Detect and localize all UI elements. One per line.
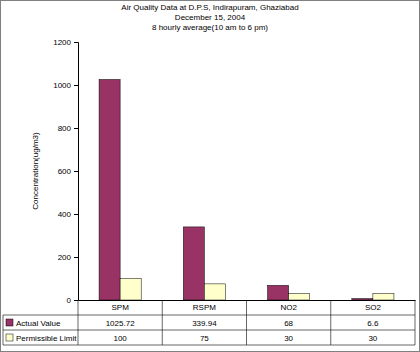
y-axis: 0 200 400 600 800 1000 1200 bbox=[53, 38, 78, 305]
y-tick-mark bbox=[74, 214, 78, 215]
table-border bbox=[162, 300, 163, 345]
y-tick: 600 bbox=[58, 167, 78, 176]
x-tick: SO2 bbox=[365, 303, 382, 312]
table-border bbox=[3, 315, 415, 316]
legend-key bbox=[6, 334, 13, 341]
table-value: 30 bbox=[368, 334, 377, 343]
table-border bbox=[3, 330, 415, 331]
y-tick-mark bbox=[74, 128, 78, 129]
x-tick: NO2 bbox=[280, 303, 297, 312]
y-tick-label: 800 bbox=[58, 124, 72, 133]
y-tick: 200 bbox=[58, 253, 78, 262]
x-tick: RSPM bbox=[193, 303, 216, 312]
x-tick-label: SO2 bbox=[365, 303, 382, 312]
y-tick-mark bbox=[74, 171, 78, 172]
subtitle: December 15, 2004 bbox=[175, 13, 246, 22]
table-value: 30 bbox=[284, 334, 293, 343]
table-border bbox=[78, 300, 79, 345]
x-tick-label: RSPM bbox=[193, 303, 216, 312]
chart-frame bbox=[1, 1, 420, 352]
table-value: 1025.72 bbox=[106, 319, 135, 328]
bar bbox=[352, 299, 373, 300]
table-border bbox=[330, 300, 331, 345]
legend-label: Permissible Limit bbox=[16, 334, 77, 343]
legend-entry: Actual Value bbox=[6, 319, 61, 328]
subtitle: 8 hourly average(10 am to 6 pm) bbox=[152, 23, 268, 32]
table-border bbox=[415, 300, 416, 345]
y-axis-line bbox=[74, 43, 79, 301]
legend-label: Actual Value bbox=[16, 319, 61, 328]
y-axis-title: Concentration(ug/m3) bbox=[31, 132, 40, 210]
table-value: 6.6 bbox=[367, 319, 379, 328]
x-tick-label: NO2 bbox=[280, 303, 297, 312]
bar bbox=[99, 79, 120, 300]
table-border bbox=[3, 345, 415, 346]
y-tick-label: 1200 bbox=[53, 38, 71, 47]
bar bbox=[120, 279, 141, 301]
x-axis: SPM RSPM NO2 SO2 bbox=[79, 301, 416, 312]
data-table: Actual Value 1025.72 339.94 68 6.6 Permissibl… bbox=[3, 300, 415, 345]
y-tick-mark bbox=[74, 42, 78, 43]
legend-entry: Permissible Limit bbox=[6, 334, 77, 343]
x-tick-label: SPM bbox=[111, 303, 129, 312]
bar bbox=[183, 227, 204, 300]
table-value: 339.94 bbox=[192, 319, 217, 328]
bar bbox=[268, 285, 289, 300]
bars bbox=[99, 79, 394, 300]
table-value: 75 bbox=[200, 334, 209, 343]
y-tick: 400 bbox=[58, 210, 78, 219]
x-axis-line bbox=[79, 300, 416, 301]
y-tick-label: 200 bbox=[58, 253, 72, 262]
y-tick: 1200 bbox=[53, 38, 78, 47]
bar bbox=[289, 294, 310, 300]
y-tick: 1000 bbox=[53, 81, 78, 90]
bar bbox=[373, 294, 394, 300]
y-tick-mark bbox=[74, 85, 78, 86]
bar bbox=[204, 284, 225, 300]
x-tick: SPM bbox=[111, 303, 129, 312]
y-tick: 0 bbox=[67, 296, 78, 305]
y-tick-label: 1000 bbox=[53, 81, 71, 90]
y-tick: 800 bbox=[58, 124, 78, 133]
legend-key bbox=[6, 319, 13, 326]
y-tick-label: 400 bbox=[58, 210, 72, 219]
chart: Air Quality Data at D.P.S, Indirapuram, … bbox=[0, 0, 420, 352]
table-border bbox=[246, 300, 247, 345]
title: Air Quality Data at D.P.S, Indirapuram, … bbox=[121, 3, 298, 12]
table-value: 68 bbox=[284, 319, 293, 328]
y-tick-mark bbox=[74, 257, 78, 258]
y-tick-label: 0 bbox=[67, 296, 72, 305]
table-value: 100 bbox=[113, 334, 127, 343]
y-tick-mark bbox=[74, 300, 78, 301]
y-tick-label: 600 bbox=[58, 167, 72, 176]
